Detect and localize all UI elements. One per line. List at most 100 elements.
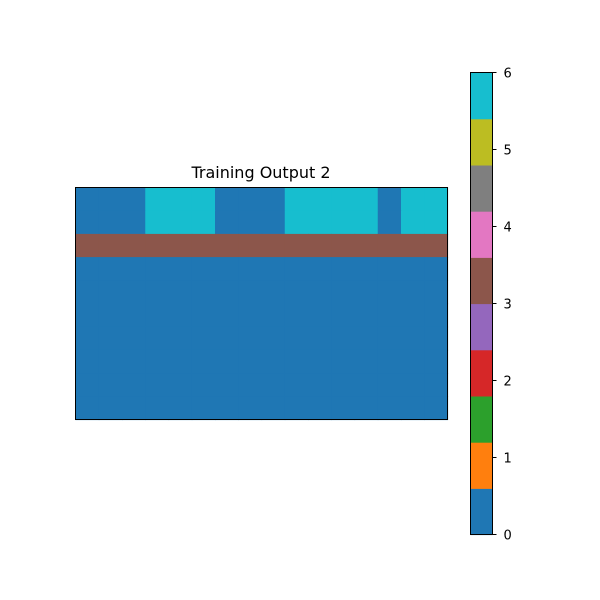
heatmap-cell (261, 373, 286, 397)
heatmap-cell (168, 373, 193, 397)
colorbar-segment (470, 72, 493, 120)
heatmap-cell (145, 210, 170, 235)
heatmap-cell (377, 373, 402, 397)
heatmap-cell (377, 280, 402, 305)
heatmap-cell (284, 396, 309, 421)
heatmap-cell (377, 233, 402, 258)
heatmap-cell (75, 396, 100, 421)
heatmap-cell (261, 210, 286, 235)
colorbar-tick-label: 3 (504, 298, 512, 313)
heatmap-cell (424, 349, 449, 374)
heatmap-cell (98, 326, 123, 351)
colorbar-tick-label: 0 (504, 529, 512, 544)
heatmap-cell (191, 187, 216, 212)
heatmap-cell (401, 280, 425, 305)
heatmap-cell (354, 187, 379, 212)
heatmap-cell (401, 210, 425, 235)
heatmap-cell (261, 303, 286, 328)
heatmap-cell (98, 233, 123, 258)
heatmap-cell (354, 257, 379, 281)
heatmap-cell (354, 396, 379, 421)
heatmap-cell (238, 233, 263, 258)
colorbar-tick-label: 5 (504, 144, 512, 159)
heatmap-cell (377, 257, 402, 281)
colorbar-segment (470, 349, 493, 397)
heatmap-cell (168, 210, 193, 235)
heatmap-cell (284, 257, 309, 281)
heatmap-cell (354, 303, 379, 328)
colorbar-segment (470, 118, 493, 166)
heatmap-cell (261, 349, 286, 374)
heatmap-frame (75, 187, 448, 420)
colorbar-segment (470, 395, 493, 443)
heatmap-cell (122, 233, 146, 258)
heatmap-cell (401, 187, 425, 212)
heatmap-cell (377, 349, 402, 374)
heatmap-cell (145, 373, 170, 397)
heatmap-cell (168, 326, 193, 351)
heatmap-cell (424, 396, 449, 421)
heatmap-cell (215, 233, 239, 258)
heatmap-cell (331, 280, 356, 305)
heatmap-cell (215, 326, 239, 351)
heatmap-cell (308, 257, 332, 281)
heatmap-cell (122, 210, 146, 235)
heatmap-cell (331, 233, 356, 258)
heatmap-cell (401, 373, 425, 397)
heatmap-cell (191, 373, 216, 397)
heatmap-cell (75, 210, 100, 235)
colorbar-tick-label: 6 (504, 67, 512, 82)
heatmap-cell (261, 233, 286, 258)
heatmap-cell (308, 326, 332, 351)
heatmap-cell (191, 303, 216, 328)
heatmap-cell (75, 326, 100, 351)
heatmap-cell (424, 373, 449, 397)
heatmap-cell (238, 210, 263, 235)
heatmap-cell (168, 303, 193, 328)
heatmap-cell (377, 187, 402, 212)
heatmap-cell (191, 326, 216, 351)
heatmap-cell (331, 396, 356, 421)
colorbar-segment (470, 211, 493, 258)
heatmap-cell (215, 303, 239, 328)
heatmap-cell (168, 349, 193, 374)
heatmap-cell (145, 326, 170, 351)
heatmap-cell (122, 187, 146, 212)
heatmap-cell (401, 233, 425, 258)
heatmap-cell (191, 257, 216, 281)
heatmap-cell (424, 303, 449, 328)
heatmap-cell (215, 280, 239, 305)
heatmap-cell (377, 396, 402, 421)
heatmap-cell (377, 210, 402, 235)
heatmap-cell (215, 396, 239, 421)
heatmap-cell (284, 326, 309, 351)
heatmap-plot (75, 187, 449, 421)
heatmap-cell (145, 303, 170, 328)
heatmap-cell (284, 280, 309, 305)
heatmap-cell (215, 373, 239, 397)
heatmap-cell (331, 349, 356, 374)
heatmap-cell (284, 349, 309, 374)
colorbar-tick-label: 4 (504, 221, 512, 236)
heatmap-cell (98, 349, 123, 374)
heatmap-cell (238, 303, 263, 328)
colorbar-segment (470, 303, 493, 351)
heatmap-cell (191, 349, 216, 374)
heatmap-cell (424, 233, 449, 258)
heatmap-cell (122, 396, 146, 421)
heatmap-cell (75, 349, 100, 374)
heatmap-cell (331, 326, 356, 351)
heatmap-cell (261, 396, 286, 421)
heatmap-cell (377, 303, 402, 328)
heatmap-cell (424, 210, 449, 235)
heatmap-cell (168, 187, 193, 212)
heatmap-cell (215, 349, 239, 374)
heatmap-cell (215, 257, 239, 281)
colorbar-ticks: 0 1 2 3 4 5 6 (492, 67, 512, 544)
heatmap-cell (261, 257, 286, 281)
heatmap-cell (424, 326, 449, 351)
heatmap-cell (168, 396, 193, 421)
heatmap-cell (354, 233, 379, 258)
heatmap-cell (98, 373, 123, 397)
heatmap-cell (238, 280, 263, 305)
